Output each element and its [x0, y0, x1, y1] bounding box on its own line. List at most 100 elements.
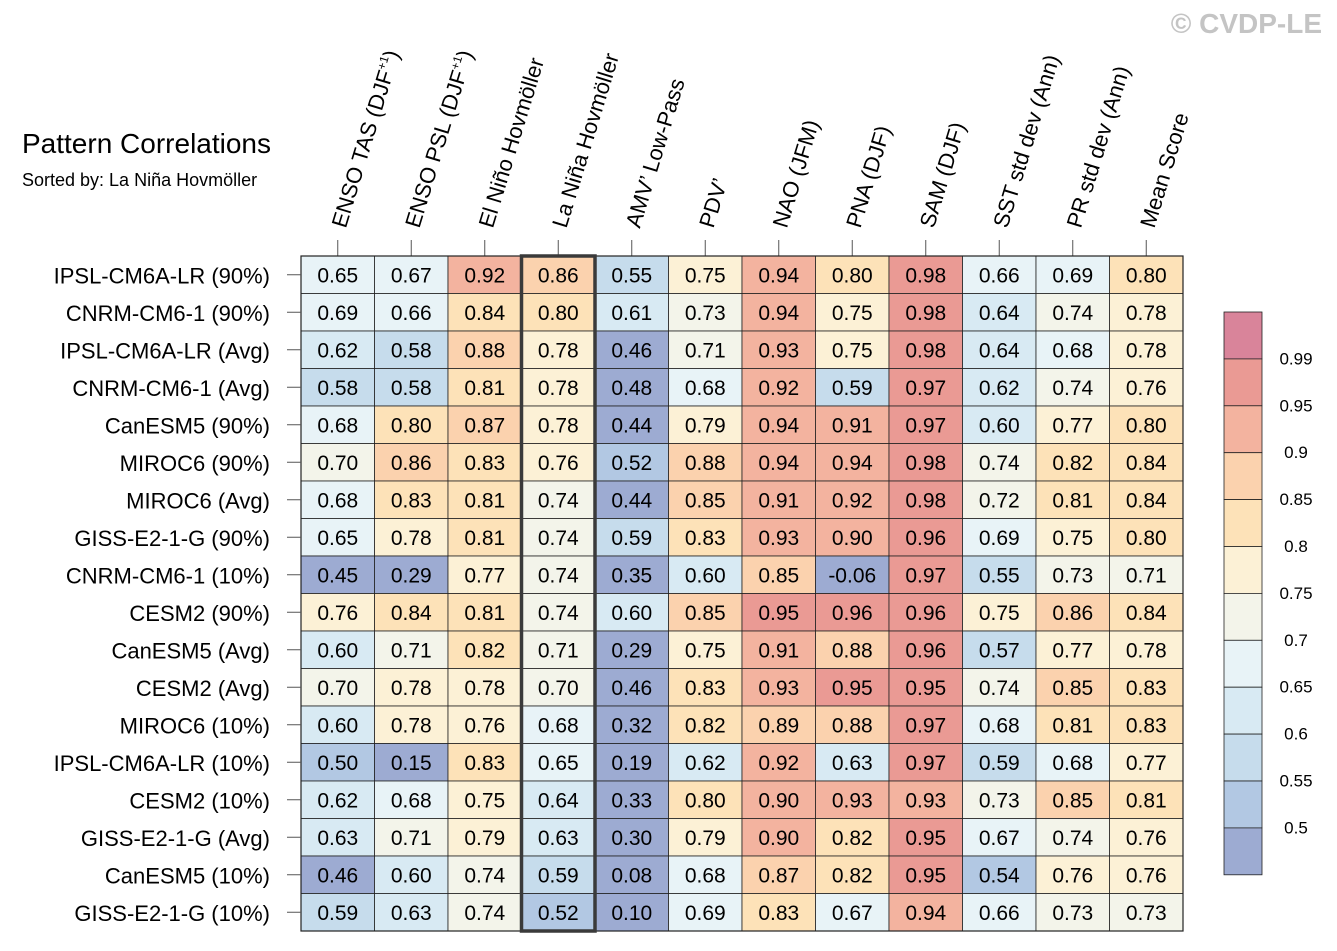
cell-value: 0.57 [979, 639, 1020, 662]
cell-value: 0.74 [1052, 827, 1093, 850]
heatmap-cell [815, 855, 890, 894]
cell-value: 0.75 [685, 639, 726, 662]
heatmap-cell [668, 780, 743, 819]
cell-value: 0.77 [1052, 639, 1093, 662]
cell-value: 0.74 [538, 602, 579, 625]
cell-value: 0.58 [391, 377, 432, 400]
heatmap-cells: 0.65 0.67 0.92 0.86 0.55 0.75 0.94 0.80 0.98 0.66… [300, 254, 1184, 933]
cell-value: 0.81 [1052, 714, 1093, 737]
cell-value: 0.52 [611, 452, 652, 475]
heatmap-cell [594, 855, 669, 894]
cell-value: 0.70 [538, 677, 579, 700]
row-label: IPSL-CM6A-LR (Avg) [60, 338, 270, 363]
cell-value: 0.93 [758, 527, 799, 550]
heatmap-cell [1035, 893, 1110, 932]
heatmap-cell [374, 368, 449, 407]
heatmap-cell [521, 780, 596, 819]
cell-value: 0.76 [464, 714, 505, 737]
cell-value: 0.95 [758, 602, 799, 625]
heatmap-cell [594, 593, 669, 632]
colorbar-label: 0.9 [1284, 443, 1308, 462]
cell-value: 0.76 [1126, 377, 1167, 400]
cell-value: 0.60 [979, 414, 1020, 437]
cell-value: 0.98 [905, 264, 946, 287]
column-label: SAM (DJF) [915, 119, 971, 230]
heatmap-cell [815, 668, 890, 707]
cell-value: 0.64 [979, 302, 1020, 325]
colorbar-label: 0.55 [1279, 772, 1312, 791]
heatmap-cell [1109, 443, 1184, 482]
heatmap-cell [815, 893, 890, 932]
cell-value: 0.83 [464, 752, 505, 775]
heatmap-cell [962, 405, 1037, 444]
heatmap-cell [594, 330, 669, 369]
row-label: CanESM5 (90%) [105, 413, 270, 438]
row-label: CanESM5 (10%) [105, 863, 270, 888]
heatmap-cell [1109, 705, 1184, 744]
heatmap-cell [815, 630, 890, 669]
cell-value: 0.08 [611, 864, 652, 887]
cell-value: 0.76 [1052, 864, 1093, 887]
heatmap-cell [962, 443, 1037, 482]
heatmap-cell [374, 668, 449, 707]
heatmap-cell [741, 443, 816, 482]
cell-value: 0.67 [979, 827, 1020, 850]
cell-value: 0.98 [905, 452, 946, 475]
heatmap-cell [1035, 480, 1110, 519]
heatmap-cell [374, 330, 449, 369]
cell-value: 0.68 [1052, 339, 1093, 362]
cell-value: 0.78 [391, 527, 432, 550]
cell-value: 0.78 [1126, 302, 1167, 325]
cell-value: 0.78 [538, 339, 579, 362]
colorbar-label: 0.5 [1284, 818, 1308, 837]
cell-value: 0.83 [464, 452, 505, 475]
heatmap-cell [1109, 668, 1184, 707]
heatmap-cell [447, 330, 522, 369]
row-label: MIROC6 (90%) [120, 451, 270, 476]
cell-value: 0.73 [685, 302, 726, 325]
cell-value: 0.35 [611, 564, 652, 587]
column-label: ENSO TAS (DJF+1) [327, 47, 405, 230]
cell-value: 0.74 [538, 564, 579, 587]
heatmap-cell [521, 293, 596, 332]
heatmap-cell [815, 705, 890, 744]
cell-value: 0.68 [538, 714, 579, 737]
cell-value: 0.85 [1052, 789, 1093, 812]
cell-value: 0.88 [832, 639, 873, 662]
heatmap-cell [1035, 330, 1110, 369]
heatmap-cell [594, 443, 669, 482]
heatmap-cell [300, 668, 375, 707]
colorbar-segment [1223, 311, 1263, 360]
heatmap-cell [888, 893, 963, 932]
cell-value: 0.68 [685, 864, 726, 887]
cell-value: 0.78 [1126, 639, 1167, 662]
column-label: PNA (DJF) [841, 123, 896, 231]
heatmap-cell [888, 593, 963, 632]
cell-value: 0.96 [905, 527, 946, 550]
column-labels: ENSO TAS (DJF+1)ENSO PSL (DJF+1)El Niño … [327, 47, 1194, 256]
colorbar-label: 0.85 [1279, 490, 1312, 509]
row-label: GISS-E2-1-G (90%) [74, 526, 270, 551]
cell-value: 0.94 [758, 414, 799, 437]
heatmap-cell [668, 705, 743, 744]
cell-value: 0.75 [464, 789, 505, 812]
cell-value: 0.72 [979, 489, 1020, 512]
cell-value: 0.48 [611, 377, 652, 400]
colorbar-segment [1223, 546, 1263, 594]
heatmap-cell [447, 555, 522, 594]
cell-value: 0.66 [979, 264, 1020, 287]
cell-value: 0.82 [1052, 452, 1093, 475]
cell-value: 0.63 [391, 902, 432, 925]
cell-value: 0.97 [905, 377, 946, 400]
cell-value: 0.67 [391, 264, 432, 287]
row-labels: IPSL-CM6A-LR (90%) CNRM-CM6-1 (90%) IPSL-C… [54, 263, 301, 926]
cell-value: 0.87 [464, 414, 505, 437]
cell-value: 0.45 [317, 564, 358, 587]
cell-value: 0.85 [758, 564, 799, 587]
cell-value: 0.79 [464, 827, 505, 850]
colorbar-segment [1223, 639, 1263, 688]
cell-value: 0.80 [1126, 414, 1167, 437]
row-label: GISS-E2-1-G (10%) [74, 901, 270, 926]
